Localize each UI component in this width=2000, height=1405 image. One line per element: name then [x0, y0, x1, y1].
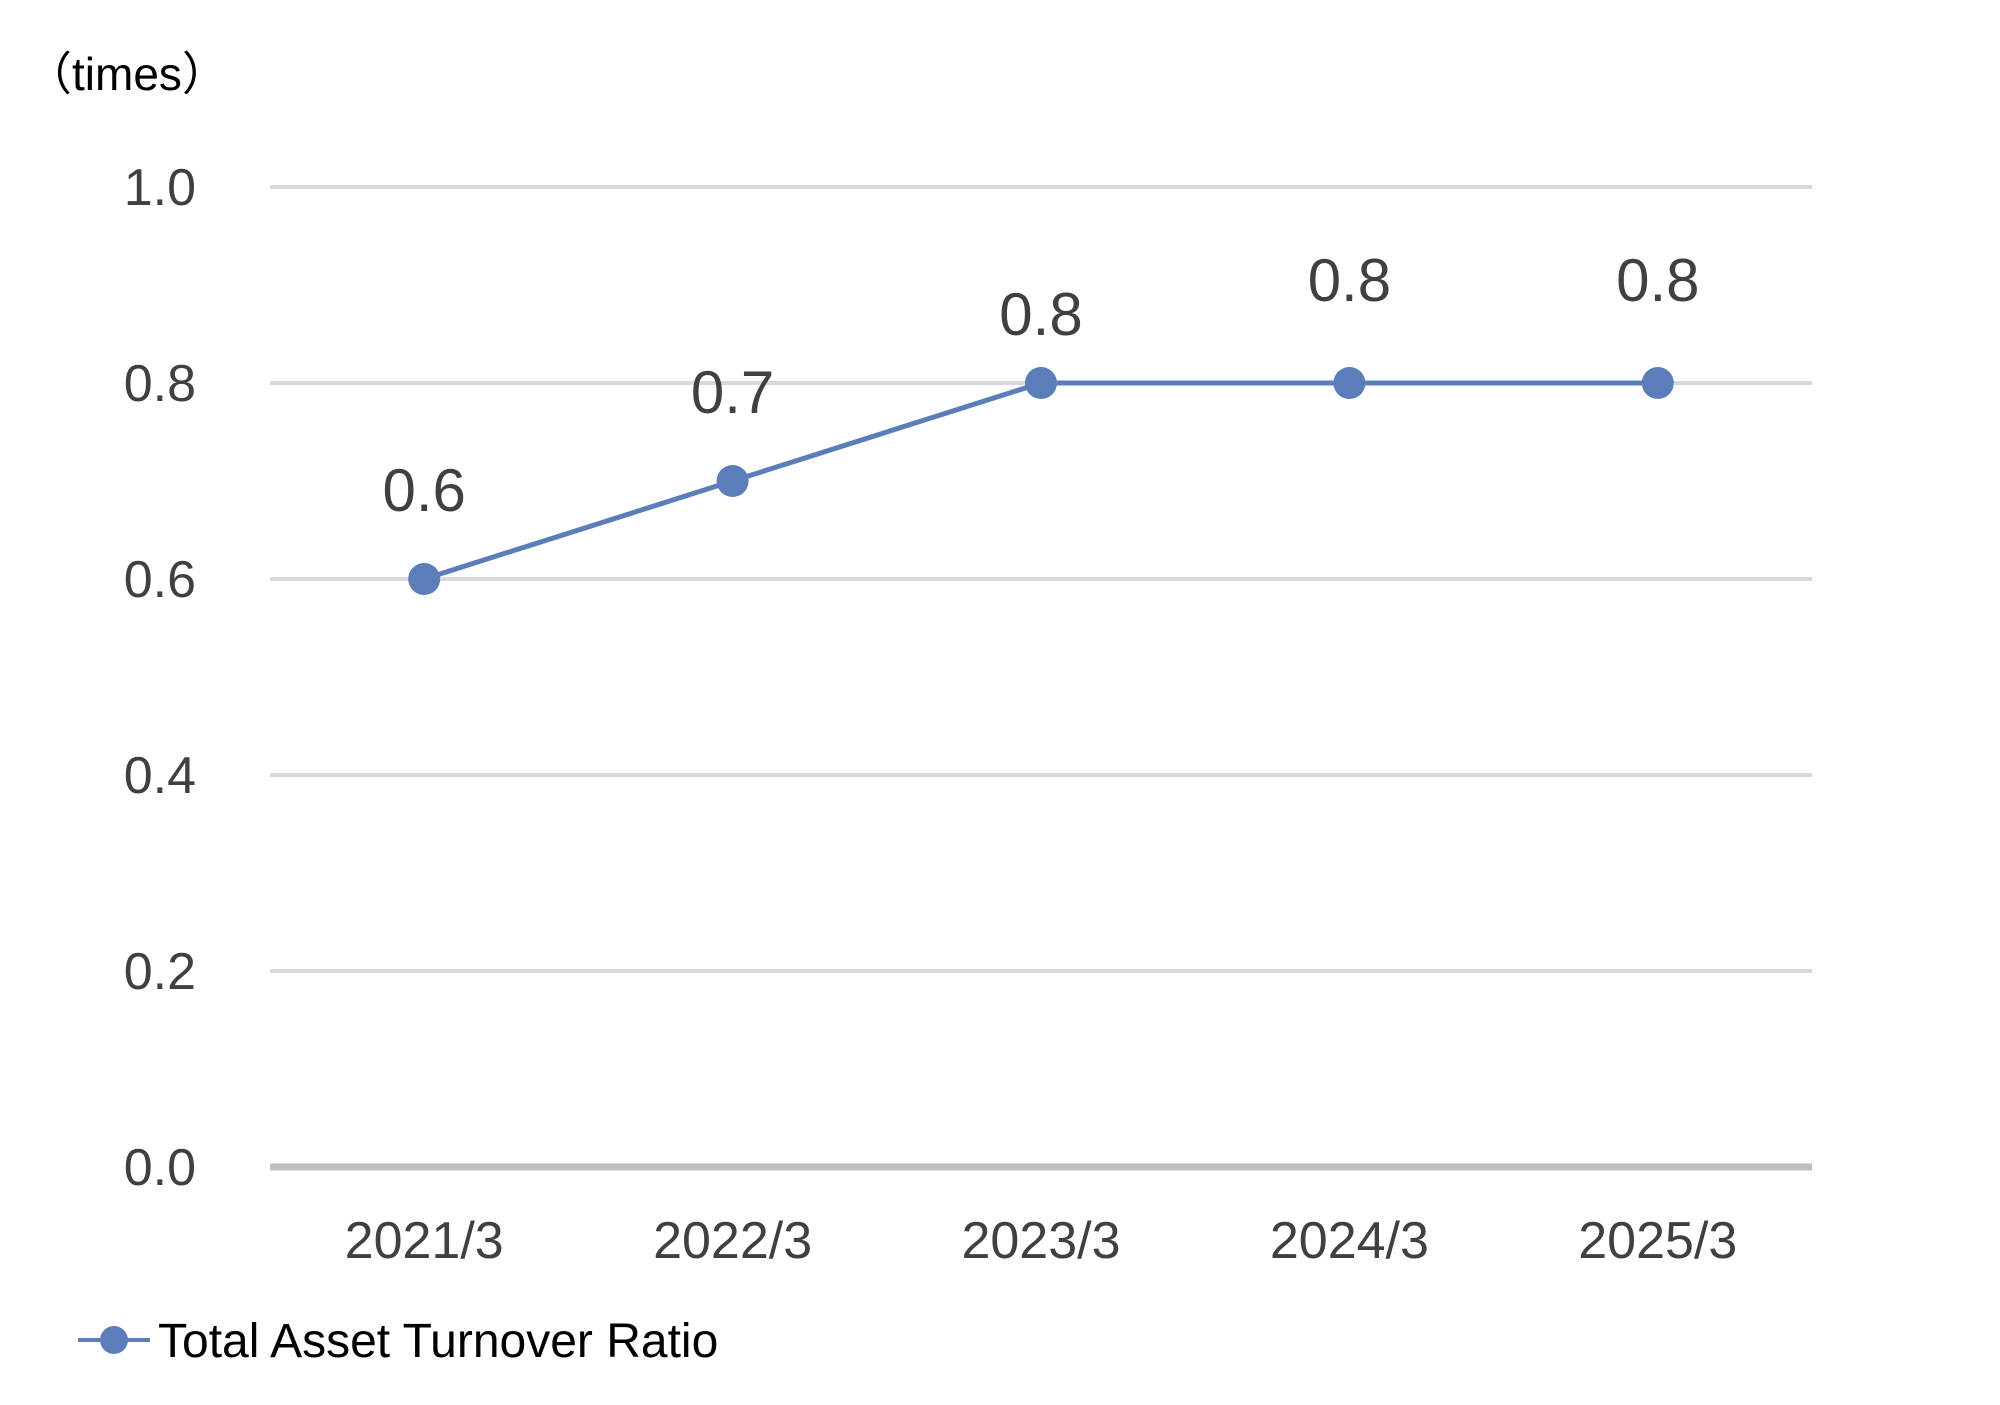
- data-point: [716, 465, 749, 497]
- legend-marker-icon: [100, 1326, 128, 1354]
- x-axis-tick-labels: 2021/3 2022/3 2023/3 2024/3 2025/3: [345, 1212, 1738, 1270]
- data-label: 0.6: [382, 457, 465, 524]
- data-label: 0.8: [1308, 247, 1391, 314]
- data-label: 0.7: [691, 359, 774, 426]
- data-labels: 0.6 0.7 0.8 0.8 0.8: [382, 247, 1699, 524]
- y-tick-label: 1.0: [124, 159, 196, 217]
- data-point: [1641, 367, 1674, 399]
- data-point: [408, 563, 441, 595]
- data-label: 0.8: [1616, 247, 1699, 314]
- data-point: [1333, 367, 1366, 399]
- x-tick-label: 2021/3: [345, 1212, 504, 1270]
- x-tick-label: 2022/3: [653, 1212, 812, 1270]
- y-axis-unit-label: （times）: [26, 48, 228, 100]
- data-label: 0.8: [999, 281, 1082, 348]
- y-tick-label: 0.8: [124, 355, 196, 413]
- data-point: [1025, 367, 1057, 399]
- y-tick-label: 0.4: [124, 747, 196, 805]
- series-line: [423, 380, 1658, 582]
- x-tick-label: 2024/3: [1270, 1212, 1429, 1270]
- series-total-asset-turnover-ratio: [408, 367, 1674, 595]
- y-tick-label: 0.0: [124, 1139, 196, 1197]
- y-tick-label: 0.2: [124, 943, 196, 1001]
- x-tick-label: 2023/3: [961, 1212, 1120, 1270]
- legend: Total Asset Turnover Ratio: [78, 1315, 718, 1368]
- y-tick-label: 0.6: [124, 551, 196, 609]
- legend-label: Total Asset Turnover Ratio: [158, 1315, 718, 1368]
- y-axis-tick-labels: 0.0 0.2 0.4 0.6 0.8 1.0: [124, 159, 196, 1197]
- x-tick-label: 2025/3: [1578, 1212, 1737, 1270]
